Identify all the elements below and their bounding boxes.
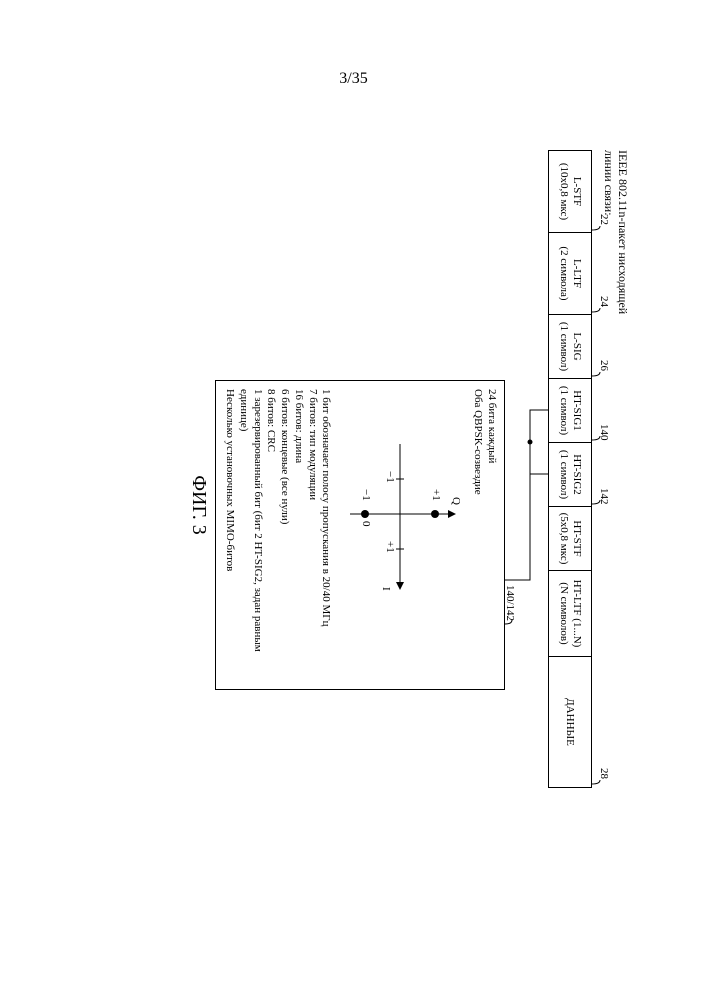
bit-line: 1 зарезервированный бит (бит 2 HT-SIG2, … (236, 389, 264, 681)
field-sub: (2 символа) (557, 246, 570, 300)
axis-q-label: Q (449, 497, 463, 505)
ref-number: 28 (598, 768, 610, 779)
ref-number: 26 (598, 360, 610, 371)
packet-field: HT-SIG1(1 символ) (549, 379, 591, 443)
field-sub: (1 символ) (557, 450, 570, 499)
bit-line: Несколько установочных MIMO-битов (223, 389, 237, 681)
ref-number: 140 (598, 424, 610, 441)
label-minus1-x: −1 (383, 471, 397, 483)
packet-field: HT-SIG2(1 символ) (549, 443, 591, 507)
bit-line: 1 бит обозначает полосу пропускания в 20… (319, 389, 333, 681)
callout-box: 24 бита каждый Оба QBPSK-созвездие (216, 380, 506, 690)
packet-field: HT-STF(5x0,8 мкс) (549, 507, 591, 571)
ref-number: 142 (598, 488, 610, 505)
label-minus1-y: −1 (359, 489, 373, 501)
packet-field: L-STF(10x0,8 мкс) (549, 151, 591, 233)
axis-i-label: I (379, 587, 393, 591)
title-line1: IEEE 802.11n-пакет нисходящей (616, 150, 630, 314)
title-line2: линии связи: (601, 150, 615, 314)
field-sub: (1 символ) (557, 322, 570, 371)
field-sub: (N символов) (557, 582, 570, 644)
packet-field: L-LTF(2 символа) (549, 233, 591, 315)
label-plus1-y: +1 (429, 489, 443, 501)
field-sub: (5x0,8 мкс) (557, 513, 570, 565)
field-name: HT-STF (570, 520, 583, 556)
label-zero: 0 (359, 521, 373, 527)
field-name: HT-LTF (1...N) (570, 580, 583, 648)
field-sub: (1 символ) (557, 386, 570, 435)
bit-line: 16 битов: длина (291, 389, 305, 681)
constellation: Q I +1 −1 −1 +1 0 (341, 429, 461, 599)
field-name: L-SIG (570, 332, 583, 360)
packet-title: IEEE 802.11n-пакет нисходящей линии связ… (601, 150, 630, 314)
field-name: HT-SIG2 (570, 454, 583, 495)
field-name: L-LTF (570, 259, 583, 288)
callout-line-1: 24 бита каждый (484, 389, 498, 681)
callout-line-2: Оба QBPSK-созвездие (471, 389, 485, 681)
packet-field: ДАННЫЕ (549, 657, 591, 787)
field-name: HT-SIG1 (570, 390, 583, 431)
packet-field: L-SIG(1 символ) (549, 315, 591, 379)
ref-number: 24 (598, 296, 610, 307)
field-sub: (10x0,8 мкс) (557, 163, 570, 220)
packet-structure: L-STF(10x0,8 мкс)L-LTF(2 символа)L-SIG(1… (548, 150, 592, 788)
bit-description-list: 1 бит обозначает полосу пропускания в 20… (223, 389, 333, 681)
packet-field: HT-LTF (1...N)(N символов) (549, 571, 591, 657)
ref-number: 22 (598, 214, 610, 225)
figure-rotated: IEEE 802.11n-пакет нисходящей линии связ… (0, 220, 700, 790)
field-name: L-STF (570, 177, 583, 206)
bit-line: 8 битов: CRC (264, 389, 278, 681)
page-number: 3/35 (0, 70, 707, 88)
bit-line: 7 битов: тип модуляции (305, 389, 319, 681)
field-name: ДАННЫЕ (564, 698, 577, 746)
figure-caption: ФИГ. 3 (187, 150, 210, 860)
callout-ref: 140/142 (504, 585, 516, 621)
label-plus1-x: +1 (383, 541, 397, 553)
bit-line: 6 битов: концевые (все нули) (278, 389, 292, 681)
